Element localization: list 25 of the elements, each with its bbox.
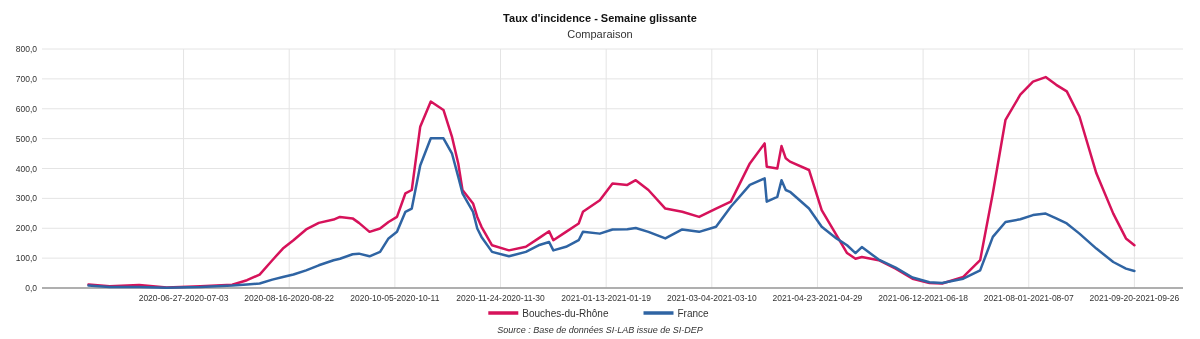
y-tick-label: 500,0 [15, 133, 38, 144]
x-tick-label: 2021-09-20-2021-09-26 [1089, 293, 1180, 303]
x-tick-label: 2020-11-24-2020-11-30 [456, 293, 546, 303]
line-series [87, 137, 1136, 289]
y-tick-label: 400,0 [15, 163, 38, 174]
x-tick-label: 2020-06-27-2020-07-03 [138, 293, 229, 303]
chart-subtitle: Comparaison [567, 28, 633, 40]
source-note: Source : Base de données SI-LAB issue de SI-DEP [497, 325, 703, 335]
y-tick-label: 800,0 [15, 44, 38, 54]
x-tick-label: 2021-01-13-2021-01-19 [561, 293, 652, 303]
y-tick-label: 300,0 [15, 193, 38, 204]
x-tick-label: 2021-03-04-2021-03-10 [666, 293, 757, 303]
chart-title: Taux d'incidence - Semaine glissante [503, 12, 697, 24]
legend-label: Bouches-du-Rhône [522, 308, 609, 319]
y-tick-label: 700,0 [15, 73, 38, 84]
y-tick-label: 0,0 [25, 283, 38, 293]
y-tick-label: 100,0 [15, 253, 38, 264]
y-tick-label: 200,0 [15, 223, 38, 234]
x-tick-label: 2020-08-16-2020-08-22 [244, 293, 335, 303]
x-tick-label: 2021-06-12-2021-06-18 [878, 293, 969, 303]
x-tick-label: 2021-04-23-2021-04-29 [772, 293, 863, 303]
x-tick-label: 2021-08-01-2021-08-07 [983, 293, 1074, 303]
x-tick-label: 2020-10-05-2020-10-11 [350, 293, 440, 303]
y-tick-label: 600,0 [15, 103, 38, 114]
legend-label: France [677, 308, 710, 319]
